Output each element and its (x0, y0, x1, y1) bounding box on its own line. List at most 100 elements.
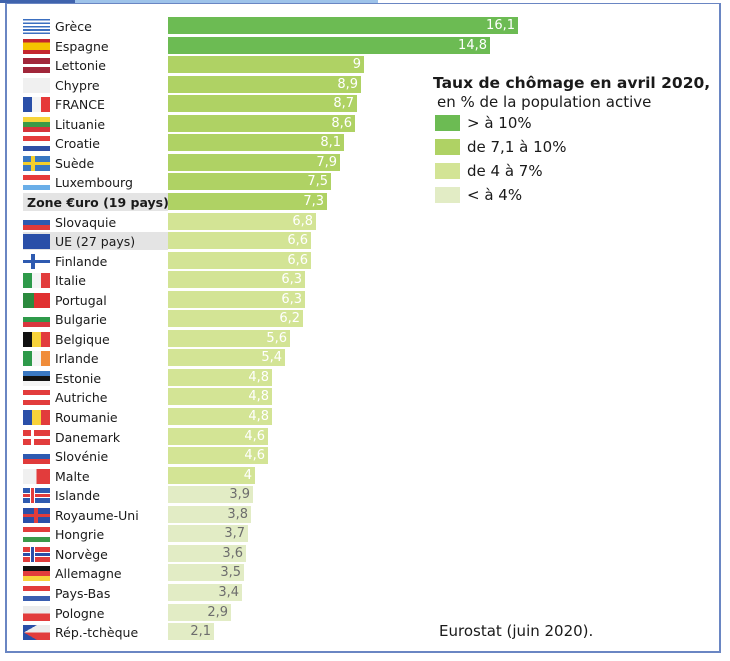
bar-row: Estonie 4,8 (0, 368, 730, 388)
bar (168, 134, 344, 152)
bar-row: Portugal 6,3 (0, 290, 730, 310)
value-label: 6,6 (287, 252, 308, 268)
value-label: 4,8 (248, 409, 269, 424)
category-label: Italie (55, 273, 86, 289)
flag-slovakia-icon (23, 214, 50, 230)
flag-cyprus-icon (23, 77, 50, 93)
bar (168, 95, 357, 113)
category-label: Lituanie (55, 116, 106, 132)
bar (168, 388, 272, 406)
bar (168, 447, 268, 465)
category-label: Croatie (55, 136, 100, 152)
flag-lithuania-icon (23, 116, 50, 132)
flag-luxembourg-icon (23, 175, 50, 191)
category-label: Rép.-tchèque (55, 625, 139, 641)
value-label: 6,3 (281, 291, 302, 307)
flag-latvia-icon (23, 58, 50, 74)
category-label: Irlande (55, 351, 99, 367)
legend: Taux de chômage en avril 2020, en % de l… (433, 74, 710, 207)
legend-item: < à 4% (433, 185, 710, 207)
bar (168, 564, 244, 582)
category-label: Chypre (55, 77, 100, 93)
bar-row: Malte 4 (0, 466, 730, 486)
category-label: Autriche (55, 390, 108, 406)
bar (168, 525, 248, 543)
value-label: 8,6 (331, 115, 352, 131)
bar (168, 192, 327, 210)
value-label: 3,5 (220, 565, 241, 581)
category-label: Grèce (55, 19, 92, 34)
value-label: 2,9 (207, 604, 228, 620)
flag-slovenia-icon (23, 449, 50, 465)
value-label: 6,6 (287, 233, 308, 249)
bar (168, 329, 290, 347)
value-label: 6,3 (281, 272, 302, 288)
legend-swatch (435, 139, 460, 155)
category-label: Portugal (55, 292, 107, 308)
flag-germany-icon (23, 566, 50, 582)
category-label: Lettonie (55, 58, 106, 74)
bar-row: Norvège 3,6 (0, 544, 730, 564)
value-label: 4,6 (244, 428, 265, 444)
category-label: Slovénie (55, 449, 109, 465)
bar (168, 114, 355, 132)
category-label: Zone €uro (19 pays) (27, 194, 169, 210)
bar-row: Finlande 6,6 (0, 251, 730, 271)
bar (168, 17, 518, 34)
value-label: 3,4 (218, 584, 239, 600)
bar-row: Italie 6,3 (0, 271, 730, 290)
flag-eu-icon (23, 234, 50, 250)
category-label: Royaume-Uni (55, 507, 139, 523)
value-label: 16,1 (486, 18, 515, 33)
category-label: FRANCE (55, 97, 105, 113)
bar (168, 232, 311, 250)
category-label: Finlande (55, 253, 108, 269)
bar-row: Suède 7,9 (0, 153, 730, 173)
value-label: 7,5 (307, 174, 328, 190)
flag-austria-icon (23, 390, 50, 406)
flag-france-icon (23, 97, 50, 113)
source-note: Eurostat (juin 2020). (439, 622, 594, 640)
flag-portugal-icon (23, 292, 50, 308)
bar (168, 36, 490, 54)
bar-row: Autriche 4,8 (0, 388, 730, 407)
flag-croatia-icon (23, 136, 50, 152)
flag-spain-icon (23, 38, 50, 54)
value-label: 4,8 (248, 389, 269, 405)
bar-row: Irlande 5,4 (0, 349, 730, 368)
bar-row: Chypre 8,9 (0, 75, 730, 95)
value-label: 6,8 (292, 213, 313, 229)
flag-czechia-icon (23, 625, 50, 641)
category-label: Roumanie (55, 410, 118, 425)
bar (168, 212, 316, 230)
category-label: Bulgarie (55, 312, 107, 328)
bar (168, 544, 246, 562)
bar-row: Lettonie 9 (0, 56, 730, 75)
value-label: 2,1 (190, 624, 211, 640)
flag-netherlands-icon (23, 585, 50, 601)
category-label: Estonie (55, 370, 102, 386)
bar (168, 603, 231, 621)
bar-row: Slovénie 4,6 (0, 447, 730, 466)
bar (168, 153, 340, 171)
value-label: 7,3 (303, 193, 324, 209)
bar (168, 173, 331, 191)
legend-item: > à 10% (433, 113, 710, 135)
bar-row: Slovaquie 6,8 (0, 212, 730, 232)
bar-row: Bulgarie 6,2 (0, 310, 730, 329)
bar-row: Lituanie 8,6 (0, 114, 730, 134)
flag-ireland-icon (23, 351, 50, 367)
category-label: Islande (55, 488, 100, 504)
category-label: Hongrie (55, 527, 105, 543)
bar (168, 251, 311, 269)
flag-poland-icon (23, 605, 50, 621)
value-label: 3,7 (224, 526, 245, 542)
flag-hungary-icon (23, 527, 50, 543)
bar-row: Hongrie 3,7 (0, 525, 730, 544)
flag-bulgaria-icon (23, 312, 50, 328)
bar-row: Rép.-tchèque 2,1 (0, 623, 730, 642)
bar (168, 56, 364, 74)
value-label: 8,1 (320, 135, 341, 151)
value-label: 7,9 (316, 154, 337, 170)
value-label: 8,9 (337, 76, 358, 92)
